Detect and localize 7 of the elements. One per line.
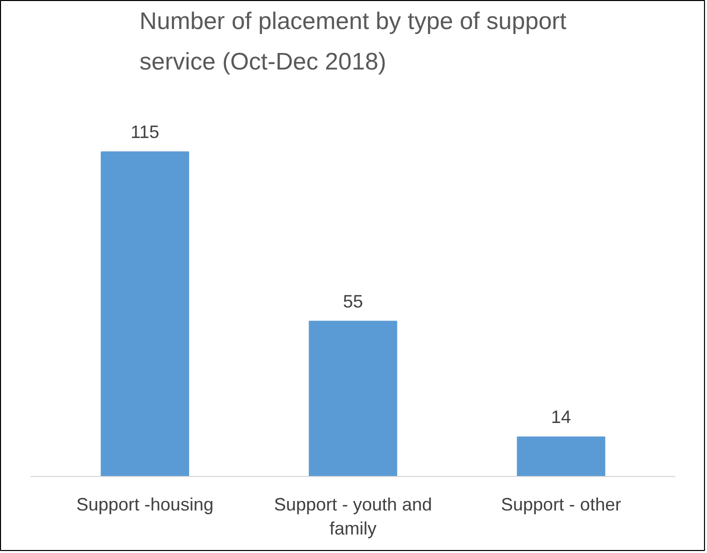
x-tick-label: Support -housing [76, 494, 214, 514]
data-label: 14 [551, 406, 572, 427]
chart-title: Number of placement by type of support service (Oct-Dec 2018) [140, 8, 567, 76]
x-tick-label: Support - youth and family [274, 494, 432, 538]
x-tick-label: Support - other [501, 494, 622, 514]
data-label: 55 [342, 291, 364, 312]
data-label: 115 [130, 122, 160, 142]
